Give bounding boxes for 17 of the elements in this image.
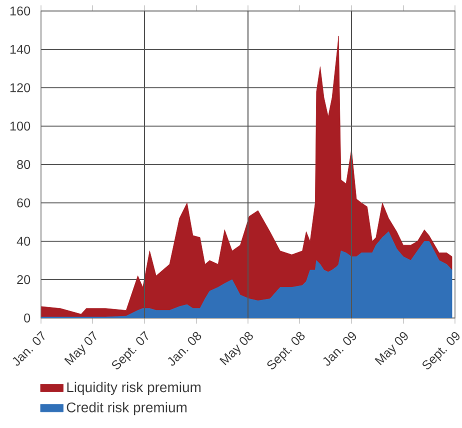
y-tick-label: 140 xyxy=(10,44,30,54)
y-tick-label: 160 xyxy=(10,6,30,16)
y-tick-label: 60 xyxy=(17,198,30,208)
y-tick-label: 40 xyxy=(16,236,30,246)
legend-label: Credit risk premium xyxy=(66,402,187,416)
x-tick-label: May 08 xyxy=(219,332,253,366)
y-tick-label: 0 xyxy=(24,314,30,322)
x-tick-label: Jan. 07 xyxy=(12,330,45,366)
x-tick-label: Jan. 09 xyxy=(323,332,356,366)
legend-label: Liquidity risk premium xyxy=(67,382,201,395)
x-tick-label: May 07 xyxy=(64,330,96,366)
y-tick-label: 100 xyxy=(10,122,30,131)
y-tick-label: 20 xyxy=(17,275,30,284)
x-tick-label: May 09 xyxy=(374,332,408,366)
y-tick-label: 120 xyxy=(10,83,30,92)
y-tick-label: 80 xyxy=(17,160,30,169)
x-tick-label: Jan. 08 xyxy=(168,332,202,366)
